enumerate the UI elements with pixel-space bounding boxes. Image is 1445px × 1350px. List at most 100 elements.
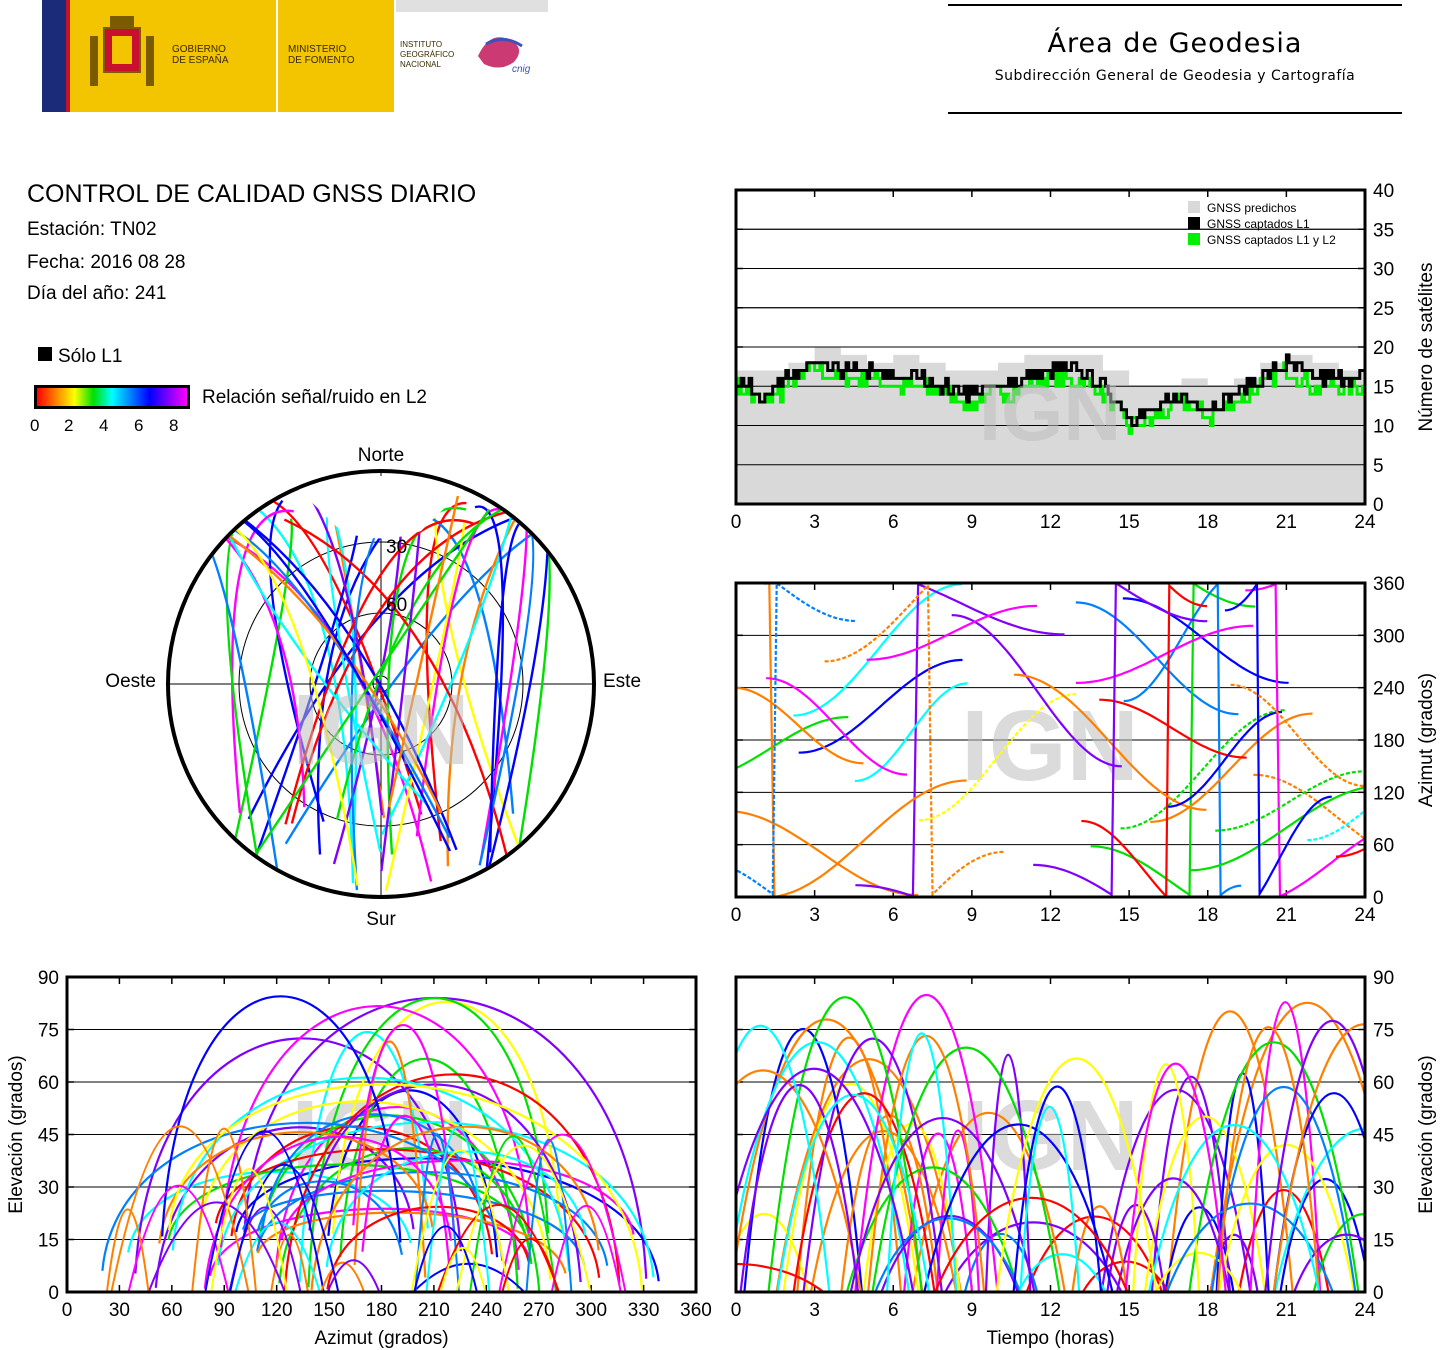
x-tick-label: 12 — [1040, 512, 1061, 533]
satellite-track — [1166, 1010, 1294, 1292]
x-tick-label: 360 — [680, 1300, 712, 1321]
satellite-track — [332, 518, 403, 865]
satellite-track — [1249, 1001, 1322, 1292]
satellite-track — [410, 1149, 510, 1292]
x-tick-label: 330 — [628, 1300, 660, 1321]
chart-skyplot: IGN Norte Este Sur Oeste 30 60 — [105, 445, 641, 930]
satellite-track — [1307, 809, 1365, 842]
y-tick-label: 0 — [1373, 495, 1384, 516]
satellite-track — [1071, 1205, 1129, 1292]
satellite-track — [229, 1163, 340, 1292]
satellite-track — [854, 682, 968, 783]
snr-colorbar — [34, 385, 190, 409]
x-tick-label: 0 — [731, 512, 742, 533]
cnig-text: cnig — [512, 64, 531, 75]
x-tick-label: 24 — [1354, 512, 1376, 533]
l1-only-swatch — [38, 347, 52, 361]
satellite-track — [1075, 624, 1254, 684]
y-tick-label: 60 — [38, 1073, 59, 1094]
satellite-track — [764, 583, 967, 897]
x-tick-label: 240 — [470, 1300, 502, 1321]
satellite-track — [361, 1114, 451, 1265]
satellite-track — [1273, 1127, 1365, 1292]
satellite-track — [766, 677, 908, 776]
satellite-track — [1312, 1213, 1365, 1292]
satellite-track — [1124, 1062, 1227, 1292]
satellite-track — [326, 1205, 530, 1290]
x-tick-label: 6 — [888, 1300, 899, 1321]
satellite-track — [501, 1238, 559, 1292]
government-logo-block: GOBIERNO DE ESPAÑA MINISTERIO DE FOMENTO… — [42, 0, 548, 112]
x-tick-label: 270 — [523, 1300, 555, 1321]
ministry-logo: MINISTERIO DE FOMENTO — [278, 0, 394, 112]
government-text: GOBIERNO DE ESPAÑA — [172, 44, 229, 66]
eu-flag-strip — [42, 0, 66, 112]
y-tick-label: 20 — [1373, 338, 1394, 359]
skyplot-west-label: Oeste — [105, 671, 156, 692]
satellite-track — [147, 1201, 286, 1292]
x-tick-label: 210 — [418, 1300, 450, 1321]
satellite-track — [1033, 583, 1208, 897]
satellite-track — [311, 500, 383, 816]
satellite-track — [203, 1135, 452, 1289]
legend-label: GNSS captados L1 — [1207, 217, 1310, 231]
satellite-track — [298, 1030, 429, 1282]
satellite-track — [237, 514, 458, 851]
satellite-track — [1216, 1026, 1320, 1292]
ign-watermark: IGN — [979, 368, 1121, 457]
plot-frame — [734, 975, 1367, 1294]
legend-swatch — [1188, 233, 1200, 245]
satellite-track — [743, 1027, 863, 1292]
satellite-track — [736, 810, 919, 897]
flag-red-strip — [66, 0, 70, 112]
satellite-track — [796, 1036, 902, 1292]
satellite-track — [874, 1217, 1022, 1292]
satellite-track — [320, 1261, 366, 1292]
y-tick-label: 5 — [1373, 456, 1384, 477]
satellite-track — [387, 495, 460, 808]
x-tick-label: 15 — [1119, 1300, 1140, 1321]
x-tick-label: 12 — [1040, 1300, 1061, 1321]
institute-logo: INSTITUTO GEOGRÁFICO NACIONAL cnig — [396, 0, 548, 112]
satellite-track — [1120, 709, 1285, 830]
satellite-track — [171, 1076, 571, 1272]
satellite-track — [1150, 1075, 1231, 1292]
satellite-track — [934, 1196, 1129, 1292]
y-tick-label: 300 — [1373, 626, 1405, 647]
x-tick-label: 6 — [888, 905, 899, 926]
satellite-track — [995, 1057, 1158, 1292]
x-tick-label: 3 — [809, 512, 820, 533]
satellite-track — [736, 1024, 831, 1292]
satellite-track — [736, 1262, 825, 1292]
y-axis-label: Azimut (grados) — [1416, 673, 1437, 807]
x-tick-label: 12 — [1040, 905, 1061, 926]
area-subtitle: Subdirección General de Geodesia y Carto… — [994, 68, 1356, 84]
satellite-track — [231, 509, 294, 814]
area-header: Área de Geodesia Subdirección General de… — [948, 4, 1402, 114]
satellite-track — [455, 1144, 592, 1292]
plot-frame — [734, 188, 1367, 506]
snr-tick: 2 — [64, 416, 74, 435]
y-tick-label: 15 — [1373, 377, 1394, 398]
y-tick-label: 90 — [38, 968, 59, 989]
satellite-track — [525, 1138, 573, 1292]
satellite-track — [736, 686, 864, 765]
x-tick-label: 21 — [1276, 512, 1297, 533]
satellite-track — [798, 658, 963, 754]
satellite-track — [1122, 597, 1289, 684]
page-title: CONTROL DE CALIDAD GNSS DIARIO — [27, 180, 477, 208]
satellite-track — [353, 1040, 427, 1278]
x-tick-label: 0 — [731, 1300, 742, 1321]
x-tick-label: 60 — [161, 1300, 182, 1321]
satellite-tracks — [736, 583, 1365, 897]
satellite-track — [809, 1130, 958, 1292]
x-tick-label: 15 — [1119, 512, 1140, 533]
satellite-track — [1025, 1215, 1164, 1292]
satellite-track — [886, 1032, 958, 1292]
satellite-track — [782, 1082, 920, 1292]
satellite-track — [951, 614, 1122, 768]
institute-text: INSTITUTO GEOGRÁFICO NACIONAL — [400, 40, 455, 69]
satellite-track — [203, 517, 443, 814]
